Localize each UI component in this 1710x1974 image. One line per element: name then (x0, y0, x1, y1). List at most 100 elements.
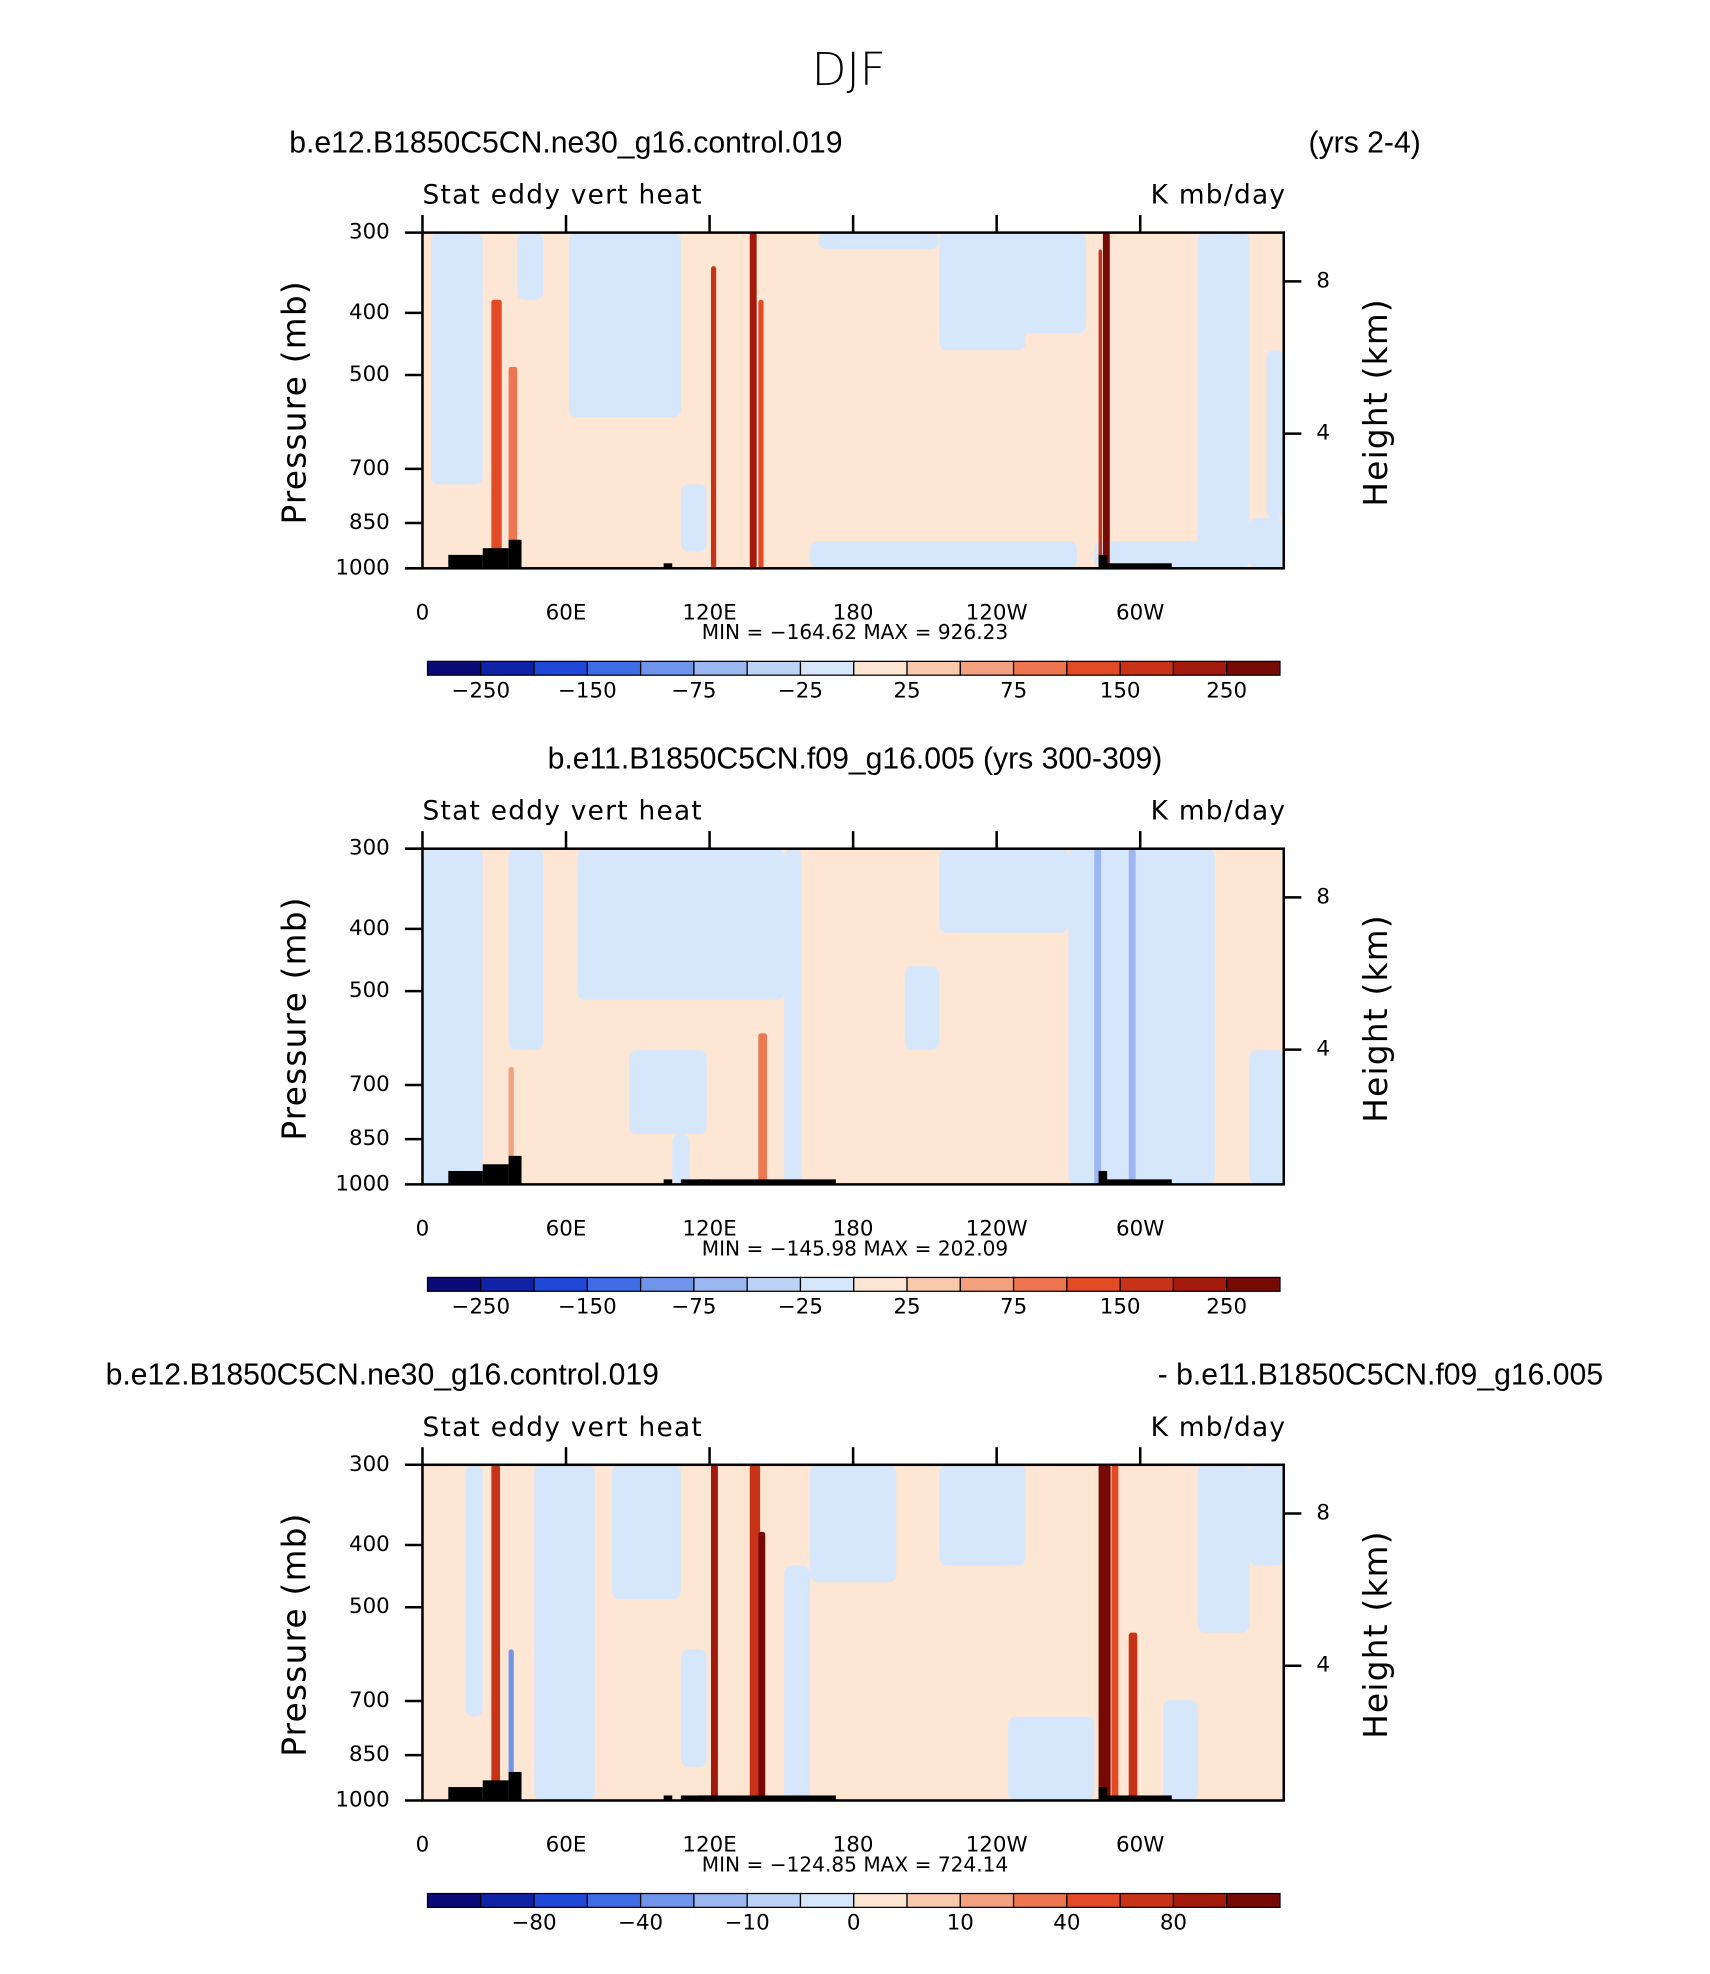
field-stripe (711, 266, 717, 569)
colorbar-box (1119, 1276, 1175, 1292)
terrain (448, 554, 483, 569)
field-background (422, 232, 1284, 569)
panel-title-right: - b.e11.B1850C5CN.f09_g16.005 (1158, 1359, 1603, 1392)
field-region (680, 484, 707, 552)
field-region (568, 232, 681, 418)
colorbar-box (426, 1276, 482, 1292)
x-tick-label: 60E (546, 601, 587, 626)
field-region (672, 1134, 690, 1185)
y-axis-label: Pressure (mb) (276, 896, 314, 1140)
colorbar-box (853, 660, 908, 676)
terrain (1098, 1170, 1108, 1185)
colorbar-label: 150 (1100, 1295, 1141, 1320)
field-stripe (1102, 232, 1110, 569)
colorbar-box (746, 1892, 802, 1908)
contour-field (422, 232, 1284, 569)
field-stripe (749, 232, 757, 569)
terrain (1098, 1787, 1108, 1801)
field-stripe (508, 1649, 514, 1801)
colorbar-box (1012, 1892, 1068, 1908)
colorbar-box (533, 660, 588, 676)
colorbar-label: −150 (558, 1295, 617, 1320)
field-region (465, 1464, 483, 1717)
panel-title-right: (yrs 2-4) (1309, 127, 1421, 160)
colorbar-box (959, 660, 1015, 676)
y-tick-label: 1000 (335, 1787, 389, 1812)
field-region (818, 232, 940, 250)
colorbar-box (426, 1892, 482, 1908)
terrain (663, 1795, 673, 1801)
terrain (680, 1795, 836, 1801)
y2-axis-label: Height (km) (1357, 914, 1395, 1123)
contour-field (422, 848, 1284, 1185)
colorbar-box (1226, 1276, 1281, 1292)
colorbar-box (480, 660, 535, 676)
field-region (1163, 1699, 1198, 1801)
colorbar-box (480, 1892, 535, 1908)
y-tick-label: 500 (349, 1594, 390, 1619)
terrain (1107, 563, 1172, 569)
colorbar-box (533, 1892, 588, 1908)
field-stripe (491, 1464, 500, 1801)
colorbar-box (639, 660, 695, 676)
x-tick-label: 0 (416, 601, 430, 626)
field-region (534, 1464, 595, 1801)
y-tick-label: 1000 (335, 555, 389, 580)
x-tick-label: 180 (833, 1217, 874, 1242)
x-tick-label: 120E (682, 601, 736, 626)
colorbar-box (1066, 1276, 1121, 1292)
stats-label: MIN = −145.98 MAX = 202.09 (702, 1236, 1008, 1260)
field-region (1249, 1050, 1284, 1185)
field-region (1249, 1464, 1284, 1566)
y-tick-label: 700 (349, 1688, 390, 1713)
colorbar-box (693, 1892, 748, 1908)
field-region (990, 232, 1086, 334)
colorbar-box (746, 1276, 802, 1292)
colorbar-label: 10 (947, 1911, 974, 1936)
colorbar-box (906, 1276, 961, 1292)
x-tick-label: 180 (833, 1833, 874, 1858)
right-string: K mb/day (1151, 180, 1287, 211)
field-region (904, 966, 940, 1051)
y-tick-label: 300 (349, 1452, 390, 1477)
y-tick-label: 700 (349, 456, 390, 481)
field-stripe (758, 1531, 766, 1801)
y-tick-label: 300 (349, 220, 390, 245)
colorbar-label: −250 (451, 679, 510, 704)
field-region (939, 1464, 1026, 1566)
colorbar-box (693, 1276, 748, 1292)
field-region (517, 232, 544, 300)
y-tick-label: 500 (349, 978, 390, 1003)
x-tick-label: 0 (416, 1833, 430, 1858)
field-region (1068, 848, 1215, 1185)
field-stripe (758, 1033, 767, 1185)
terrain (1107, 1795, 1172, 1801)
colorbar-label: 250 (1206, 1295, 1247, 1320)
y2-axis-label: Height (km) (1357, 298, 1395, 507)
field-region (1266, 350, 1284, 518)
figure-title: DJF (812, 43, 886, 96)
y-axis-label: Pressure (mb) (276, 280, 314, 524)
colorbar-box (799, 1276, 855, 1292)
colorbar-label: 150 (1100, 679, 1141, 704)
terrain (663, 563, 673, 569)
y-tick-label: 1000 (335, 1171, 389, 1196)
y-tick-label: 300 (349, 836, 390, 861)
colorbar-box (1119, 660, 1175, 676)
y-tick-label: 850 (349, 510, 390, 535)
colorbar-box (1226, 660, 1281, 676)
terrain (680, 1179, 836, 1185)
colorbar-label: −25 (778, 1295, 823, 1320)
colorbar-box (480, 1276, 535, 1292)
terrain (508, 539, 522, 569)
field-region (1094, 541, 1215, 569)
field-region (680, 1649, 707, 1767)
colorbar-box (1119, 1892, 1175, 1908)
colorbar-box (746, 660, 802, 676)
field-stripe (1098, 1464, 1111, 1801)
field-stripe (1094, 848, 1102, 1185)
field-region (422, 848, 483, 1185)
field-region (508, 848, 544, 1051)
